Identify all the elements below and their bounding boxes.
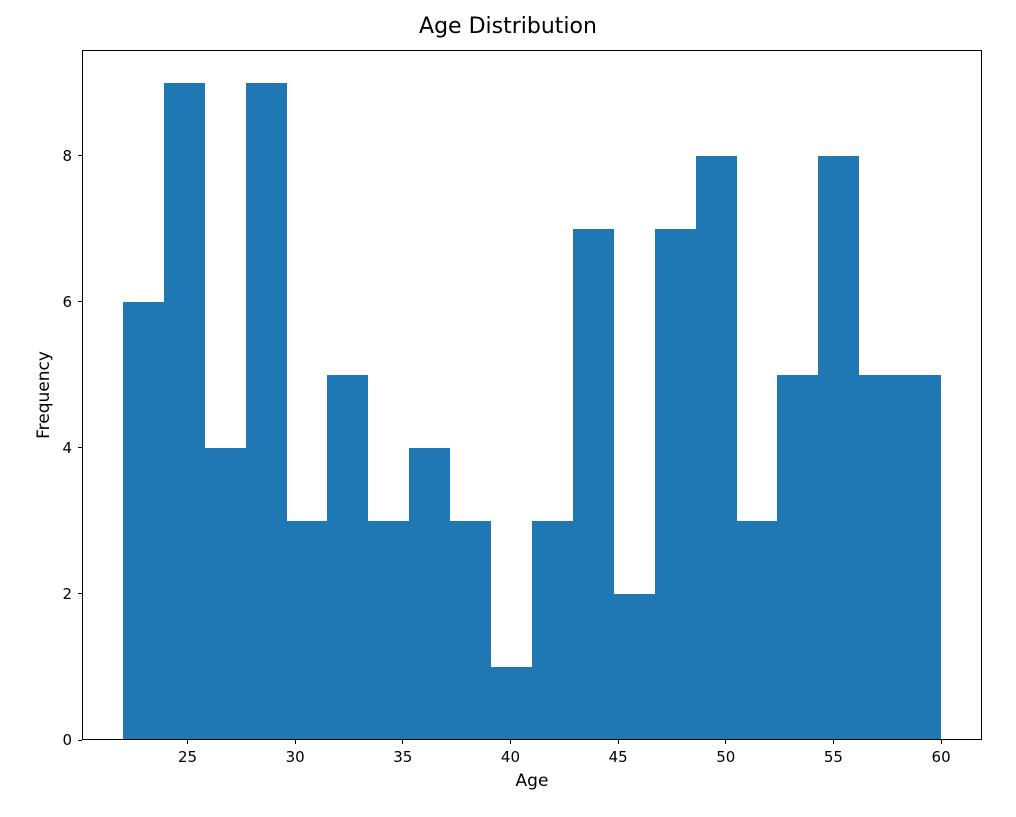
- histogram-bar: [246, 83, 287, 740]
- y-tick: [78, 740, 82, 741]
- x-tick: [402, 740, 403, 744]
- x-tick: [725, 740, 726, 744]
- histogram-bar: [614, 594, 655, 740]
- spine-left: [82, 50, 83, 740]
- x-tick: [941, 740, 942, 744]
- histogram-bar: [327, 375, 368, 740]
- x-tick: [295, 740, 296, 744]
- x-tick: [833, 740, 834, 744]
- x-tick-label: 60: [932, 748, 951, 766]
- y-tick: [78, 447, 82, 448]
- x-tick: [510, 740, 511, 744]
- x-axis-label: Age: [516, 771, 549, 791]
- x-tick: [187, 740, 188, 744]
- spine-right: [981, 50, 982, 740]
- x-tick-label: 50: [716, 748, 735, 766]
- x-tick-label: 30: [286, 748, 305, 766]
- histogram-bar: [287, 521, 328, 740]
- histogram-bar: [205, 448, 246, 740]
- histogram-bar: [532, 521, 573, 740]
- histogram-bar: [818, 156, 859, 740]
- y-tick: [78, 301, 82, 302]
- histogram-bar: [164, 83, 205, 740]
- y-tick: [78, 593, 82, 594]
- plot-area: [82, 50, 982, 740]
- histogram-bar: [123, 302, 164, 740]
- histogram-bar: [859, 375, 900, 740]
- histogram-bar: [777, 375, 818, 740]
- spine-bottom: [82, 739, 982, 740]
- histogram-bar: [491, 667, 532, 740]
- y-tick-label: 6: [62, 293, 72, 311]
- histogram-bar: [368, 521, 409, 740]
- histogram-bar: [409, 448, 450, 740]
- x-tick: [618, 740, 619, 744]
- y-tick-label: 4: [62, 439, 72, 457]
- histogram-bar: [737, 521, 778, 740]
- histogram-bar: [655, 229, 696, 740]
- y-tick-label: 2: [62, 585, 72, 603]
- histogram-bar: [450, 521, 491, 740]
- y-axis-label: Frequency: [34, 351, 54, 439]
- histogram-bar: [573, 229, 614, 740]
- x-tick-label: 25: [178, 748, 197, 766]
- y-tick: [78, 155, 82, 156]
- y-tick-label: 8: [62, 147, 72, 165]
- histogram-bar: [900, 375, 941, 740]
- x-tick-label: 35: [393, 748, 412, 766]
- x-tick-label: 55: [824, 748, 843, 766]
- histogram-bar: [696, 156, 737, 740]
- x-tick-label: 40: [501, 748, 520, 766]
- figure: Age Distribution 2530354045505560 02468 …: [0, 0, 1016, 817]
- y-tick-label: 0: [62, 731, 72, 749]
- chart-title: Age Distribution: [0, 14, 1016, 39]
- spine-top: [82, 50, 982, 51]
- bars-layer: [82, 50, 982, 740]
- x-tick-label: 45: [609, 748, 628, 766]
